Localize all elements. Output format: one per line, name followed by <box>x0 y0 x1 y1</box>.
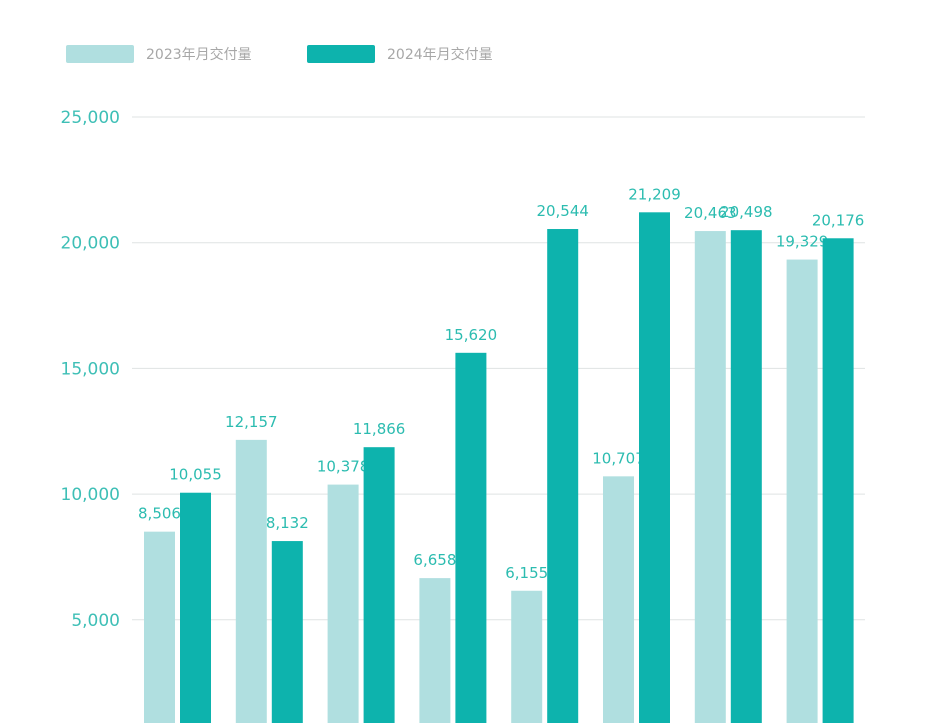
bar-2024 <box>455 352 487 723</box>
legend-item-2024: 2024年月交付量 <box>307 44 493 64</box>
data-label-2024: 20,498 <box>720 203 773 221</box>
data-label-2023: 6,155 <box>505 564 548 582</box>
y-tick-label: 10,000 <box>61 485 120 505</box>
bar-2024 <box>822 238 854 723</box>
legend-swatch-2024 <box>307 45 375 63</box>
data-label-2023: 19,329 <box>776 233 829 251</box>
bar-2024 <box>547 229 579 723</box>
bar-2023 <box>235 439 267 723</box>
data-label-2024: 15,620 <box>445 326 498 344</box>
legend-item-2023: 2023年月交付量 <box>66 44 252 64</box>
data-label-2023: 12,157 <box>225 413 278 431</box>
bar-2023 <box>786 259 818 723</box>
data-label-2023: 8,506 <box>138 505 181 523</box>
bar-2023 <box>419 578 451 723</box>
bar-2023 <box>694 231 726 723</box>
bar-2023 <box>144 531 175 723</box>
data-label-2023: 20,463 <box>684 204 737 222</box>
bar-2024 <box>180 492 211 723</box>
data-label-2024: 21,209 <box>628 185 681 203</box>
bar-2024 <box>271 541 303 723</box>
data-label-2023: 10,707 <box>592 449 645 467</box>
y-tick-label: 5,000 <box>71 611 120 631</box>
bar-2023 <box>327 484 359 723</box>
y-tick-label: 25,000 <box>61 108 120 128</box>
legend-swatch-2023 <box>66 45 134 63</box>
bar-2023 <box>511 590 543 723</box>
data-label-2024: 11,866 <box>353 420 406 438</box>
data-label-2024: 8,132 <box>266 514 309 532</box>
data-label-2024: 10,055 <box>169 466 222 484</box>
data-label-2024: 20,544 <box>536 202 589 220</box>
bar-2024 <box>363 447 395 723</box>
data-label-2023: 6,658 <box>413 551 456 569</box>
bar-2024 <box>639 212 670 723</box>
data-label-2024: 20,176 <box>812 211 865 229</box>
y-tick-label: 20,000 <box>61 234 120 254</box>
bar-2024 <box>730 230 762 723</box>
bar-2023 <box>603 476 634 723</box>
data-label-2023: 10,378 <box>317 458 370 476</box>
y-tick-label: 15,000 <box>61 359 120 379</box>
legend-label-2023: 2023年月交付量 <box>146 47 252 63</box>
legend-label-2024: 2024年月交付量 <box>387 47 493 63</box>
